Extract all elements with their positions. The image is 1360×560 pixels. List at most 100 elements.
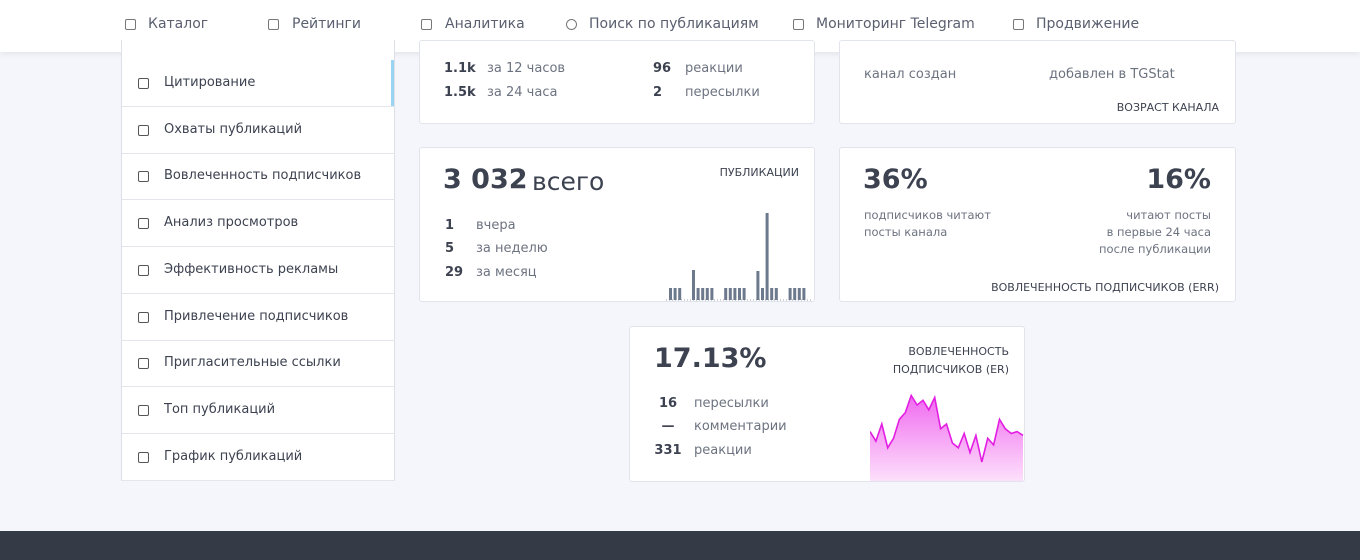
sidebar-label: Эффективность рекламы (164, 261, 339, 277)
bar (793, 288, 797, 300)
bar (770, 288, 774, 300)
label: комментарии (694, 419, 787, 434)
sidebar-item[interactable]: Охваты публикаций (122, 107, 394, 154)
card-title: ВОЗРАСТ КАНАЛА (1116, 101, 1219, 114)
nav-item[interactable]: Аналитика (445, 16, 525, 32)
sidebar-label: Пригласительные ссылки (164, 355, 341, 371)
value: — (661, 419, 675, 434)
sidebar-label: Вовлеченность подписчиков (164, 168, 362, 184)
label: реакции (694, 443, 752, 458)
sidebar-item[interactable]: Анализ просмотров (122, 200, 394, 248)
err-card: 36% подписчиков читают посты канала 16% … (839, 147, 1236, 302)
nav-item[interactable]: Поиск по публикациям (589, 16, 759, 32)
label: читают посты (1126, 208, 1211, 222)
bar (692, 270, 695, 300)
bar (738, 288, 741, 300)
bar (761, 288, 764, 300)
sidebar-label: Анализ просмотров (164, 215, 299, 231)
sidebar-item[interactable]: Эффективность рекламы (122, 247, 394, 294)
label: пересылки (694, 396, 769, 411)
label: канал создан (864, 67, 957, 82)
bar (705, 288, 709, 300)
nav-item[interactable]: Мониторинг Telegram (816, 16, 975, 32)
sidebar-item[interactable]: График публикаций (122, 434, 394, 481)
bar (701, 288, 705, 300)
sidebar-item[interactable]: Вовлеченность подписчиков (122, 153, 394, 201)
card-title[interactable]: ВОВЛЕЧЕННОСТЬ ПОДПИСЧИКОВ (ERR) (991, 281, 1219, 294)
bar (797, 288, 801, 300)
sidebar-item[interactable]: Привлечение подписчиков (122, 294, 394, 341)
bar (774, 288, 778, 300)
value: 29 (445, 265, 464, 280)
value: 1.5k (444, 85, 476, 100)
bar (765, 213, 769, 300)
icon (138, 171, 149, 183)
bar (678, 288, 682, 300)
value: 1.1k (444, 61, 476, 76)
bar (756, 271, 760, 300)
label: за неделю (476, 241, 548, 256)
label: за месяц (476, 265, 537, 280)
total: 3 032 (443, 164, 528, 195)
bar (788, 288, 792, 300)
bar (724, 288, 728, 300)
value: 16 (658, 396, 678, 411)
icon (138, 311, 149, 323)
icon (138, 451, 149, 463)
label: пересылки (685, 85, 760, 100)
nav-item[interactable]: Продвижение (1036, 16, 1140, 32)
bar (673, 288, 677, 300)
bar (802, 288, 806, 300)
label: вчера (476, 218, 516, 233)
icon (138, 264, 149, 276)
posts-card: 3 032 всего ПУБЛИКАЦИИ 1 вчера 5 за неде… (419, 147, 815, 302)
bar (669, 288, 672, 300)
value: 96 (653, 61, 672, 76)
sparkline-area (870, 395, 1023, 481)
icon (138, 124, 149, 136)
icon (138, 404, 149, 416)
posts-bars (666, 213, 812, 301)
bar (742, 288, 746, 300)
age-card: канал создан добавлен в TGStat ВОЗРАСТ К… (839, 40, 1236, 124)
card-title[interactable]: ПОДПИСЧИКОВ (ER) (892, 363, 1009, 376)
value: 17.13% (654, 343, 767, 374)
icon (138, 358, 149, 370)
bar (696, 288, 700, 300)
icon (138, 78, 149, 89)
er-card: 17.13% ВОВЛЕЧЕННОСТЬ ПОДПИСЧИКОВ (ER) 16… (629, 326, 1025, 482)
value: 331 (654, 443, 682, 458)
card-title: ПУБЛИКАЦИИ (719, 166, 799, 179)
sidebar-label: Охваты публикаций (164, 121, 303, 137)
value: 5 (445, 241, 455, 256)
nav-item[interactable]: Каталог (148, 16, 209, 32)
label: добавлен в TGStat (1049, 67, 1175, 82)
value: 36% (863, 164, 928, 195)
sidebar-item[interactable]: Топ публикаций (122, 387, 394, 434)
card-title[interactable]: ВОВЛЕЧЕННОСТЬ (908, 345, 1009, 358)
sidebar: Цитирование Охваты публикаций Вовлеченност… (121, 40, 395, 481)
label: за 24 часа (487, 85, 558, 100)
label: за 12 часов (487, 61, 566, 76)
views-card: 1.1k за 12 часов 1.5k за 24 часа 96 реак… (419, 40, 815, 124)
label: посты канала (864, 225, 948, 239)
bar (728, 288, 732, 300)
sidebar-label: График публикаций (164, 448, 303, 464)
icon (138, 218, 149, 230)
label: подписчиков читают (864, 208, 991, 222)
label: в первые 24 часа (1106, 225, 1211, 239)
value: 1 (445, 218, 455, 233)
sidebar-label: Привлечение подписчиков (164, 308, 349, 324)
nav-item[interactable]: Рейтинги (292, 16, 362, 32)
label: реакции (685, 61, 743, 76)
bar (710, 288, 714, 300)
active-marker (391, 60, 394, 106)
footer (0, 531, 1360, 560)
sidebar-item[interactable]: Пригласительные ссылки (122, 340, 394, 388)
value: 2 (653, 85, 663, 100)
label: после публикации (1099, 242, 1211, 256)
bar (733, 288, 737, 300)
sidebar-item[interactable]: Цитирование (122, 60, 394, 107)
sidebar-label: Цитирование (164, 75, 256, 90)
